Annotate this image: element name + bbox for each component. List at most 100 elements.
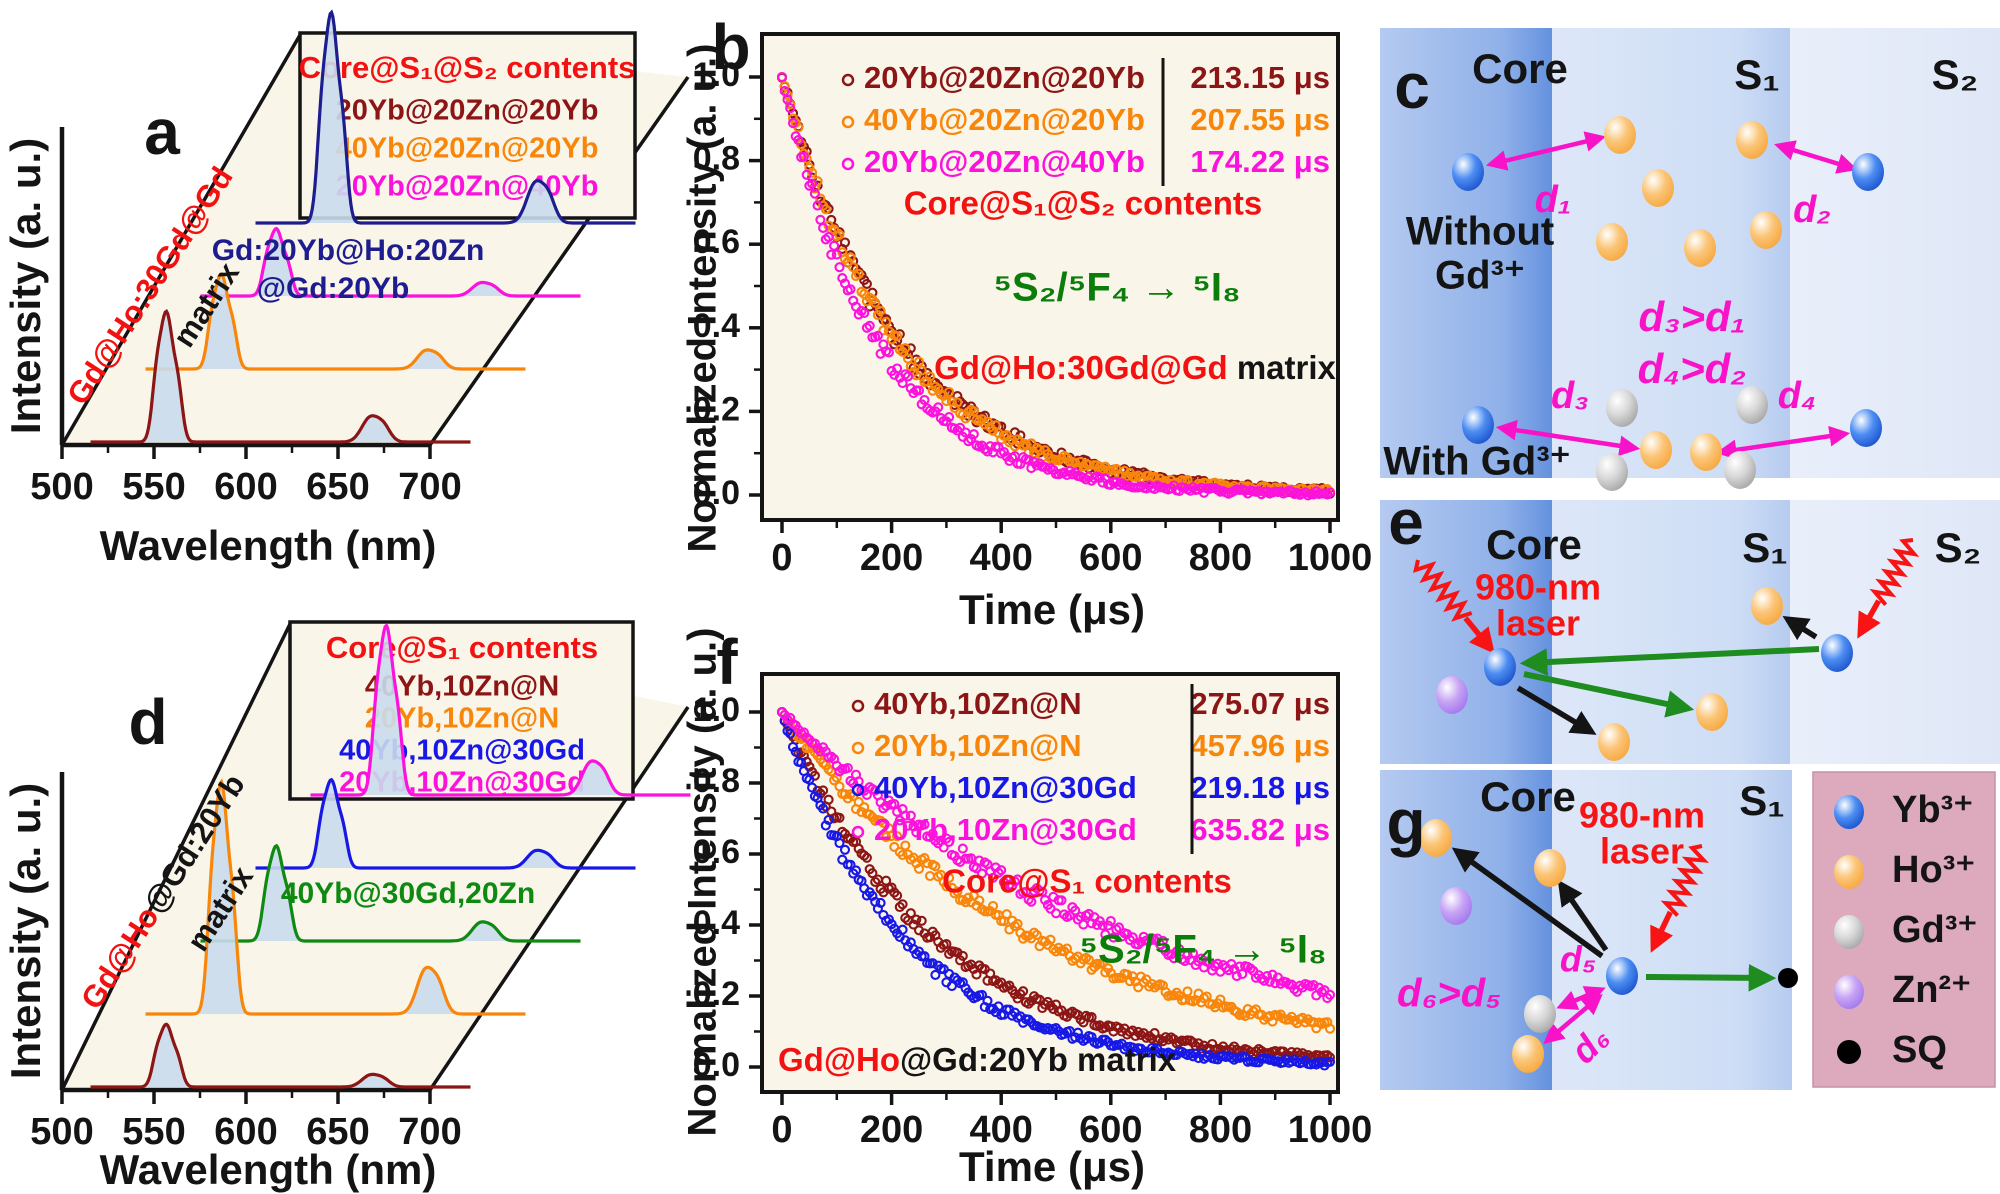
data-point bbox=[842, 762, 853, 774]
back-transfer-arrow bbox=[1557, 879, 1609, 952]
data-point bbox=[853, 796, 864, 807]
data-point bbox=[1064, 910, 1075, 921]
orange-ion-sphere bbox=[1834, 855, 1864, 889]
legend-lifetime: 207.55 μs bbox=[1190, 102, 1330, 137]
data-point bbox=[1031, 929, 1042, 941]
data-point bbox=[853, 268, 864, 280]
inset-legend-entry: 20Yb@20Zn@20Yb bbox=[336, 95, 599, 127]
region-label: Core bbox=[1472, 45, 1568, 92]
distance-arrow bbox=[1715, 425, 1851, 461]
region-label: S₂ bbox=[1935, 524, 1982, 571]
data-point bbox=[927, 958, 938, 969]
data-point bbox=[930, 861, 941, 872]
x-tick-label: 400 bbox=[969, 537, 1032, 579]
x-tick-label: 600 bbox=[214, 466, 277, 508]
spectrum-line bbox=[200, 843, 581, 943]
data-point bbox=[944, 872, 955, 883]
panel-c-letter: c bbox=[1394, 50, 1430, 122]
panel-g-letter: g bbox=[1386, 786, 1426, 858]
spectrum-series-Gd:20Yb@Ho:20Zn@Gd:20Yb bbox=[255, 9, 636, 225]
legend-lifetime: 174.22 μs bbox=[1190, 144, 1330, 179]
laser-label: laser bbox=[1600, 831, 1684, 872]
spectrum-line bbox=[255, 777, 636, 870]
data-point bbox=[834, 229, 845, 240]
ion-legend-label: SQ bbox=[1892, 1029, 1947, 1071]
spectrum-series-20Yb,10Zn@30Gd bbox=[310, 622, 691, 797]
legend-lifetime: 219.18 μs bbox=[1190, 770, 1330, 805]
data-point bbox=[829, 775, 840, 786]
data-point bbox=[987, 872, 999, 883]
data-point bbox=[897, 899, 908, 910]
orange-ion-sphere bbox=[1640, 431, 1672, 469]
orange-ion-sphere bbox=[1642, 169, 1674, 207]
x-tick-label: 200 bbox=[860, 1109, 923, 1151]
panel-e-letter: e bbox=[1388, 486, 1424, 558]
data-point bbox=[1056, 1005, 1067, 1016]
data-point bbox=[1182, 949, 1193, 961]
data-point bbox=[916, 365, 927, 376]
data-point bbox=[905, 908, 916, 919]
legend-marker bbox=[841, 157, 855, 171]
region-label: S₁ bbox=[1739, 777, 1784, 824]
data-point bbox=[878, 325, 889, 336]
legend-lifetime: 213.15 μs bbox=[1190, 60, 1330, 95]
data-point bbox=[886, 831, 897, 842]
data-point bbox=[1078, 461, 1089, 472]
laser-zigzag bbox=[1660, 844, 1709, 917]
data-point bbox=[941, 881, 952, 892]
data-point bbox=[946, 981, 957, 992]
panel-a-plot: 500 550 600 650 700 Core@S₁@S₂ contents 20Yb@2… bbox=[30, 9, 690, 508]
data-point bbox=[1045, 934, 1056, 945]
data-point bbox=[1097, 958, 1108, 969]
data-point bbox=[782, 94, 793, 105]
legend-label: 20Yb,10Zn@30Gd bbox=[874, 812, 1137, 847]
data-point bbox=[883, 347, 894, 358]
legend-marker bbox=[851, 825, 865, 839]
x-tick-label: 650 bbox=[306, 1111, 369, 1153]
data-point bbox=[834, 837, 845, 849]
orange-ion-sphere bbox=[1534, 849, 1566, 887]
orange-ion-sphere bbox=[1751, 587, 1783, 625]
x-tick-label: 700 bbox=[398, 1111, 461, 1153]
spectrum-line bbox=[145, 272, 526, 371]
distance-arrow bbox=[1774, 140, 1858, 174]
orange-ion-sphere bbox=[1604, 116, 1636, 154]
sq-legend-dot bbox=[1837, 1040, 1861, 1064]
spectrum-line bbox=[200, 226, 581, 298]
data-point bbox=[897, 924, 908, 935]
blue-ion-sphere bbox=[1821, 634, 1853, 672]
y-tick-label: 0.0 bbox=[693, 1046, 740, 1084]
data-point bbox=[796, 757, 807, 768]
data-point bbox=[1018, 986, 1029, 997]
inset-legend-entry: 20Yb@20Zn@40Yb bbox=[336, 171, 599, 203]
spectrum-line bbox=[310, 622, 691, 797]
data-point bbox=[924, 371, 936, 382]
panel-b-letter: b bbox=[711, 11, 751, 83]
data-point bbox=[826, 249, 837, 260]
data-point bbox=[875, 305, 886, 316]
contents-label: Core@S₁@S₂ contents bbox=[904, 185, 1263, 222]
data-point bbox=[823, 814, 834, 825]
laser-arrow bbox=[1463, 616, 1495, 654]
gray-ion-sphere bbox=[1724, 451, 1756, 489]
distance-arrow bbox=[1495, 419, 1641, 457]
data-point bbox=[902, 820, 914, 831]
data-point bbox=[976, 414, 988, 425]
orange-ion-sphere bbox=[1696, 693, 1728, 731]
legend-lifetime: 635.82 μs bbox=[1190, 812, 1330, 847]
data-point bbox=[861, 278, 872, 289]
data-point bbox=[900, 840, 911, 851]
diagram-text: Gd³⁺ bbox=[1435, 254, 1525, 298]
data-point bbox=[779, 81, 790, 92]
diagram-text: With Gd³⁺ bbox=[1383, 440, 1570, 484]
blue-ion-sphere bbox=[1852, 153, 1884, 191]
laser-zigzag bbox=[1869, 538, 1920, 606]
data-point bbox=[859, 307, 870, 319]
data-point bbox=[1012, 874, 1023, 885]
blue-ion-sphere bbox=[1462, 406, 1494, 444]
x-tick-label: 600 bbox=[1079, 1109, 1142, 1151]
data-point bbox=[974, 855, 985, 866]
data-point bbox=[831, 249, 842, 260]
y-tick-label: 0.6 bbox=[693, 223, 740, 261]
diagram-text: d₄>d₂ bbox=[1638, 345, 1747, 392]
